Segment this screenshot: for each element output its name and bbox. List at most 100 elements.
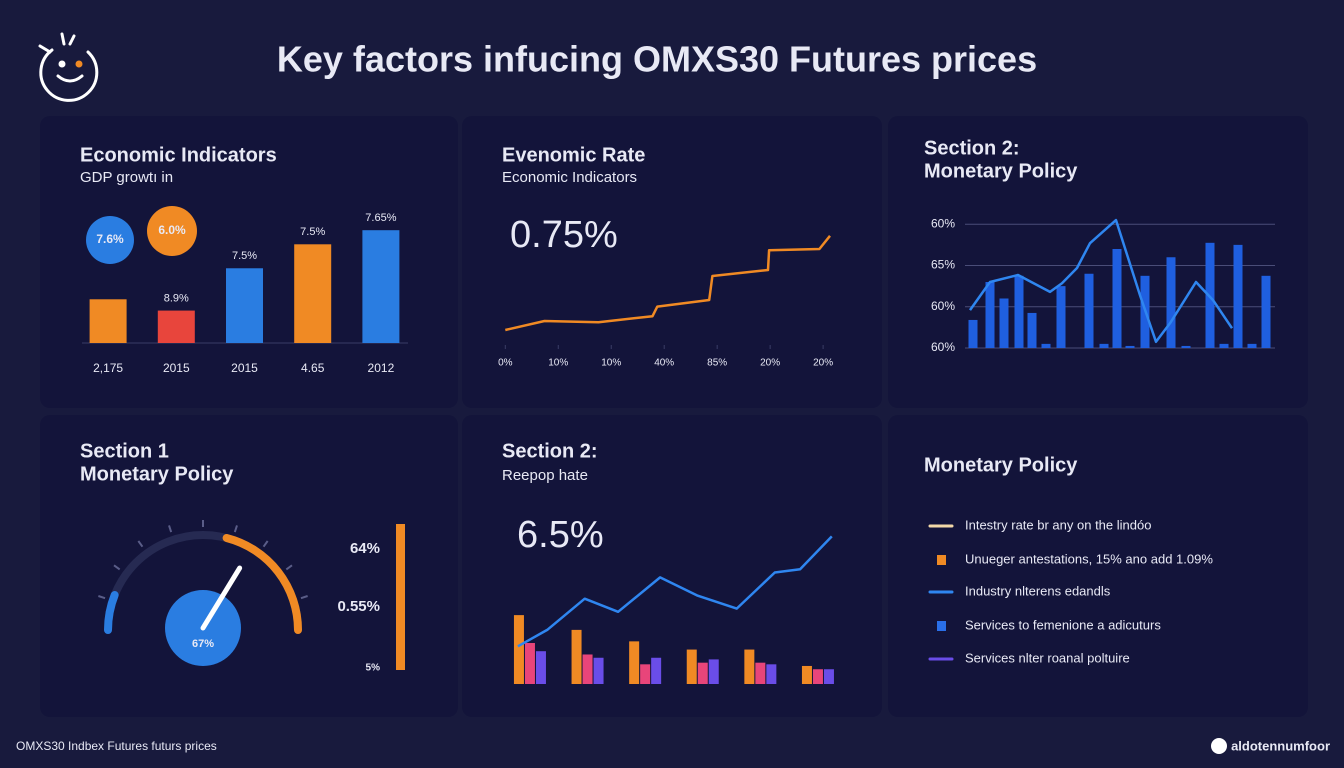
gauge-tick <box>262 540 269 548</box>
bar <box>651 657 662 684</box>
legend-marker <box>937 555 946 565</box>
bar <box>513 615 524 684</box>
panel-subtitle: Reepop hate <box>502 467 588 484</box>
footer-left: OMXS30 Indbex Futures futurs prices <box>16 739 217 753</box>
gauge-arc <box>222 533 302 634</box>
y-tick-label: 60% <box>931 340 955 354</box>
panel-title: Monetary Policy <box>924 454 1078 476</box>
bar-label: 7.65% <box>365 212 396 224</box>
footer-icon <box>1211 738 1227 754</box>
side-bar <box>396 524 405 670</box>
x-tick-label: 0% <box>498 358 513 369</box>
bar <box>1084 273 1094 348</box>
bar <box>1247 343 1257 348</box>
x-tick-label: 20% <box>813 358 833 369</box>
bar <box>582 654 593 684</box>
gauge-tick <box>285 564 293 571</box>
gauge-tick <box>98 595 106 600</box>
panel-title: Section 2: <box>502 440 598 462</box>
panel <box>462 116 882 408</box>
bar <box>1014 275 1024 348</box>
x-tick-label: 2012 <box>368 361 395 375</box>
bar <box>1056 286 1066 348</box>
bar <box>524 643 535 684</box>
x-tick-label: 2,175 <box>93 361 123 375</box>
annotation-label: 7.6% <box>96 232 124 246</box>
y-tick-label: 65% <box>931 258 955 272</box>
gauge-tick <box>233 525 238 533</box>
big-value: 0.75% <box>510 214 618 256</box>
legend-marker <box>937 621 946 631</box>
bar <box>766 664 777 684</box>
panel-title: Monetary Policy <box>924 160 1078 182</box>
bar <box>755 662 766 684</box>
x-tick-label: 2015 <box>163 361 190 375</box>
bar <box>697 662 708 684</box>
legend-label: Services nlter roanal poltuire <box>965 650 1130 665</box>
line <box>517 535 833 648</box>
gauge-value: 67% <box>192 638 214 650</box>
bar <box>1166 257 1176 348</box>
panel-title: Economic Indicators <box>80 144 277 166</box>
gauge-tick <box>137 540 144 548</box>
panel <box>40 415 458 717</box>
side-bar-label: 0.55% <box>337 598 380 615</box>
line <box>968 218 1234 344</box>
bar <box>968 319 978 348</box>
side-bar-label: 5% <box>366 663 381 674</box>
panel <box>40 116 458 408</box>
x-tick-label: 40% <box>654 358 674 369</box>
legend-label: Unueger antestations, 15% ano add 1.09% <box>965 551 1213 566</box>
gauge-needle <box>200 565 243 631</box>
bar <box>629 641 640 684</box>
y-tick-label: 60% <box>931 216 955 230</box>
bar <box>294 244 332 343</box>
panels <box>40 116 1308 717</box>
panel-subtitle: GDP growtı in <box>80 169 173 186</box>
panel <box>462 415 882 717</box>
bar <box>1181 345 1191 348</box>
legend-label: Industry nlterens edandls <box>965 583 1111 598</box>
logo <box>38 32 99 102</box>
bar <box>1233 244 1243 348</box>
annotation-badge <box>86 216 134 264</box>
bar <box>89 299 127 343</box>
bar <box>801 665 812 684</box>
bar-label: 8.9% <box>164 292 189 304</box>
bar <box>226 268 263 343</box>
bar <box>535 651 546 684</box>
bar-label: 7.5% <box>300 226 325 238</box>
x-tick-label: 20% <box>760 358 780 369</box>
big-value: 6.5% <box>517 514 604 556</box>
x-tick-label: 85% <box>707 358 727 369</box>
bar <box>985 282 995 348</box>
line <box>505 235 831 332</box>
panel-title: Evenomic Rate <box>502 144 645 166</box>
bar <box>593 657 604 684</box>
bar-label: 7.5% <box>232 250 257 262</box>
bar <box>686 649 697 684</box>
panel-subtitle: Economic Indicators <box>502 169 637 186</box>
footer-right: aldotennumfoor <box>1231 738 1330 753</box>
gauge-tick <box>168 525 173 533</box>
bar <box>571 629 582 684</box>
bar <box>640 664 651 684</box>
gauge-tick <box>113 564 121 571</box>
bar <box>999 298 1009 348</box>
bar <box>823 669 834 684</box>
gauge-arc <box>104 591 119 634</box>
panel-title: Monetary Policy <box>80 463 234 485</box>
bar <box>1041 343 1051 348</box>
bar <box>1219 343 1229 348</box>
bar <box>1125 345 1135 348</box>
y-tick-label: 60% <box>931 299 955 313</box>
panel-title: Section 2: <box>924 137 1020 159</box>
panel <box>888 415 1308 717</box>
bar <box>157 310 195 343</box>
bar <box>1099 343 1109 348</box>
annotation-badge <box>147 206 197 256</box>
x-tick-label: 10% <box>548 358 568 369</box>
bar <box>1261 275 1271 348</box>
x-tick-label: 4.65 <box>301 361 325 375</box>
